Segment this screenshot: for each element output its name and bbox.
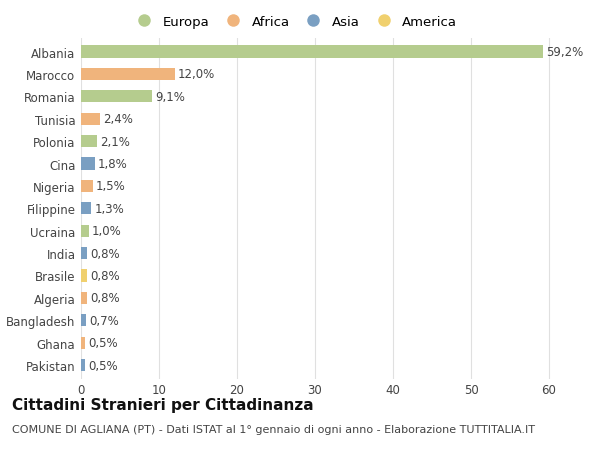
Text: 2,4%: 2,4% <box>103 113 133 126</box>
Text: 0,7%: 0,7% <box>89 314 119 327</box>
Bar <box>81 225 89 237</box>
Bar <box>81 270 87 282</box>
Text: 59,2%: 59,2% <box>546 46 583 59</box>
Text: 9,1%: 9,1% <box>155 90 185 104</box>
Text: COMUNE DI AGLIANA (PT) - Dati ISTAT al 1° gennaio di ogni anno - Elaborazione TU: COMUNE DI AGLIANA (PT) - Dati ISTAT al 1… <box>12 425 535 435</box>
Text: 1,0%: 1,0% <box>92 225 122 238</box>
Bar <box>81 203 91 215</box>
Bar <box>81 180 93 193</box>
Bar <box>81 337 85 349</box>
Legend: Europa, Africa, Asia, America: Europa, Africa, Asia, America <box>131 16 457 29</box>
Text: 0,8%: 0,8% <box>91 269 120 282</box>
Text: Cittadini Stranieri per Cittadinanza: Cittadini Stranieri per Cittadinanza <box>12 397 314 412</box>
Bar <box>81 136 97 148</box>
Text: 0,8%: 0,8% <box>91 247 120 260</box>
Text: 1,3%: 1,3% <box>94 202 124 215</box>
Bar <box>81 69 175 81</box>
Text: 0,5%: 0,5% <box>88 336 118 349</box>
Text: 1,8%: 1,8% <box>98 158 128 171</box>
Text: 1,5%: 1,5% <box>96 180 125 193</box>
Text: 0,8%: 0,8% <box>91 292 120 305</box>
Bar <box>81 359 85 371</box>
Bar <box>81 292 87 304</box>
Bar <box>81 91 152 103</box>
Text: 2,1%: 2,1% <box>101 135 130 148</box>
Bar <box>81 113 100 126</box>
Bar <box>81 247 87 260</box>
Bar <box>81 158 95 170</box>
Text: 12,0%: 12,0% <box>178 68 215 81</box>
Bar <box>81 46 543 59</box>
Bar <box>81 314 86 327</box>
Text: 0,5%: 0,5% <box>88 359 118 372</box>
